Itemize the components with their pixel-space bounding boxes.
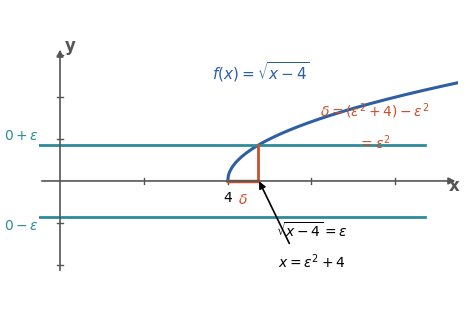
Text: $f(x) = \sqrt{x-4}$: $f(x) = \sqrt{x-4}$	[213, 60, 310, 84]
Text: 4: 4	[223, 191, 232, 205]
Text: $0 - \varepsilon$: $0 - \varepsilon$	[4, 219, 39, 233]
Text: $\mathbf{x}$: $\mathbf{x}$	[448, 177, 460, 196]
Text: $\mathbf{y}$: $\mathbf{y}$	[64, 39, 77, 57]
Text: $\delta = (\varepsilon^2 + 4) - \varepsilon^2$
$= \varepsilon^2$: $\delta = (\varepsilon^2 + 4) - \varepsi…	[320, 101, 429, 152]
Text: $\sqrt{x-4} = \varepsilon$
$x = \varepsilon^2 + 4$: $\sqrt{x-4} = \varepsilon$ $x = \varepsi…	[276, 221, 347, 271]
Text: $0 + \varepsilon$: $0 + \varepsilon$	[4, 129, 39, 143]
Text: $\delta$: $\delta$	[238, 193, 248, 207]
